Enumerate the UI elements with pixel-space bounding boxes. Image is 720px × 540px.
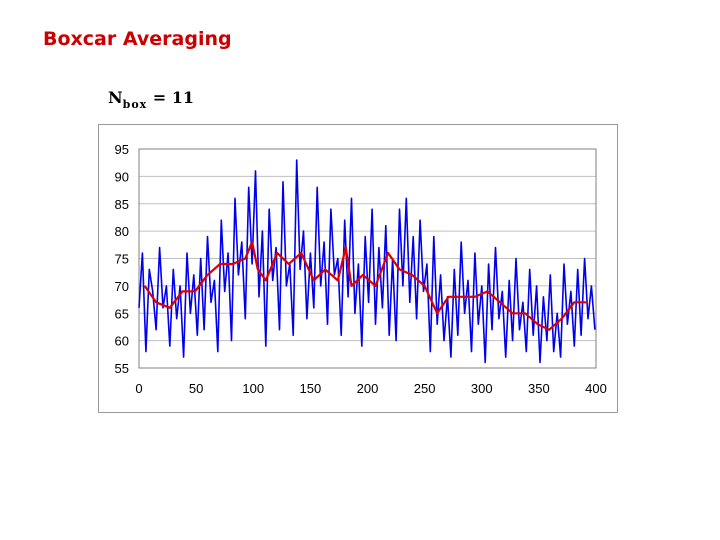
y-tick-label: 90 bbox=[115, 169, 129, 184]
plot-area-border bbox=[138, 148, 597, 369]
x-tick-label: 150 bbox=[300, 381, 322, 396]
nbox-parameter: Nbox = 11 bbox=[108, 88, 195, 111]
x-tick-label: 200 bbox=[357, 381, 379, 396]
boxcar-chart: 55 60 65 70 75 80 85 90 95 0 50 100 150 200 250 300 350 4… bbox=[115, 142, 607, 396]
y-tick-label: 65 bbox=[115, 306, 129, 321]
y-tick-label: 60 bbox=[115, 334, 129, 349]
param-symbol: N bbox=[108, 88, 123, 107]
x-tick-label: 50 bbox=[189, 381, 203, 396]
param-value: = 11 bbox=[152, 88, 195, 107]
y-tick-label: 75 bbox=[115, 252, 129, 267]
slide-title: Boxcar Averaging bbox=[43, 28, 232, 50]
boxcar-average-line bbox=[143, 240, 588, 331]
x-tick-label: 0 bbox=[135, 381, 142, 396]
x-tick-label: 350 bbox=[528, 381, 550, 396]
x-tick-label: 400 bbox=[585, 381, 607, 396]
y-tick-label: 70 bbox=[115, 279, 129, 294]
y-tick-label: 85 bbox=[115, 197, 129, 212]
raw-signal-line bbox=[138, 159, 596, 364]
y-tick-label: 80 bbox=[115, 224, 129, 239]
chart-frame: 55 60 65 70 75 80 85 90 95 0 50 100 150 200 250 300 350 4… bbox=[98, 124, 618, 413]
x-tick-label: 100 bbox=[242, 381, 264, 396]
x-tick-label: 250 bbox=[414, 381, 436, 396]
x-tick-label: 300 bbox=[471, 381, 493, 396]
param-subscript: box bbox=[122, 98, 148, 111]
y-tick-label: 55 bbox=[115, 361, 129, 376]
y-tick-label: 95 bbox=[115, 142, 129, 157]
